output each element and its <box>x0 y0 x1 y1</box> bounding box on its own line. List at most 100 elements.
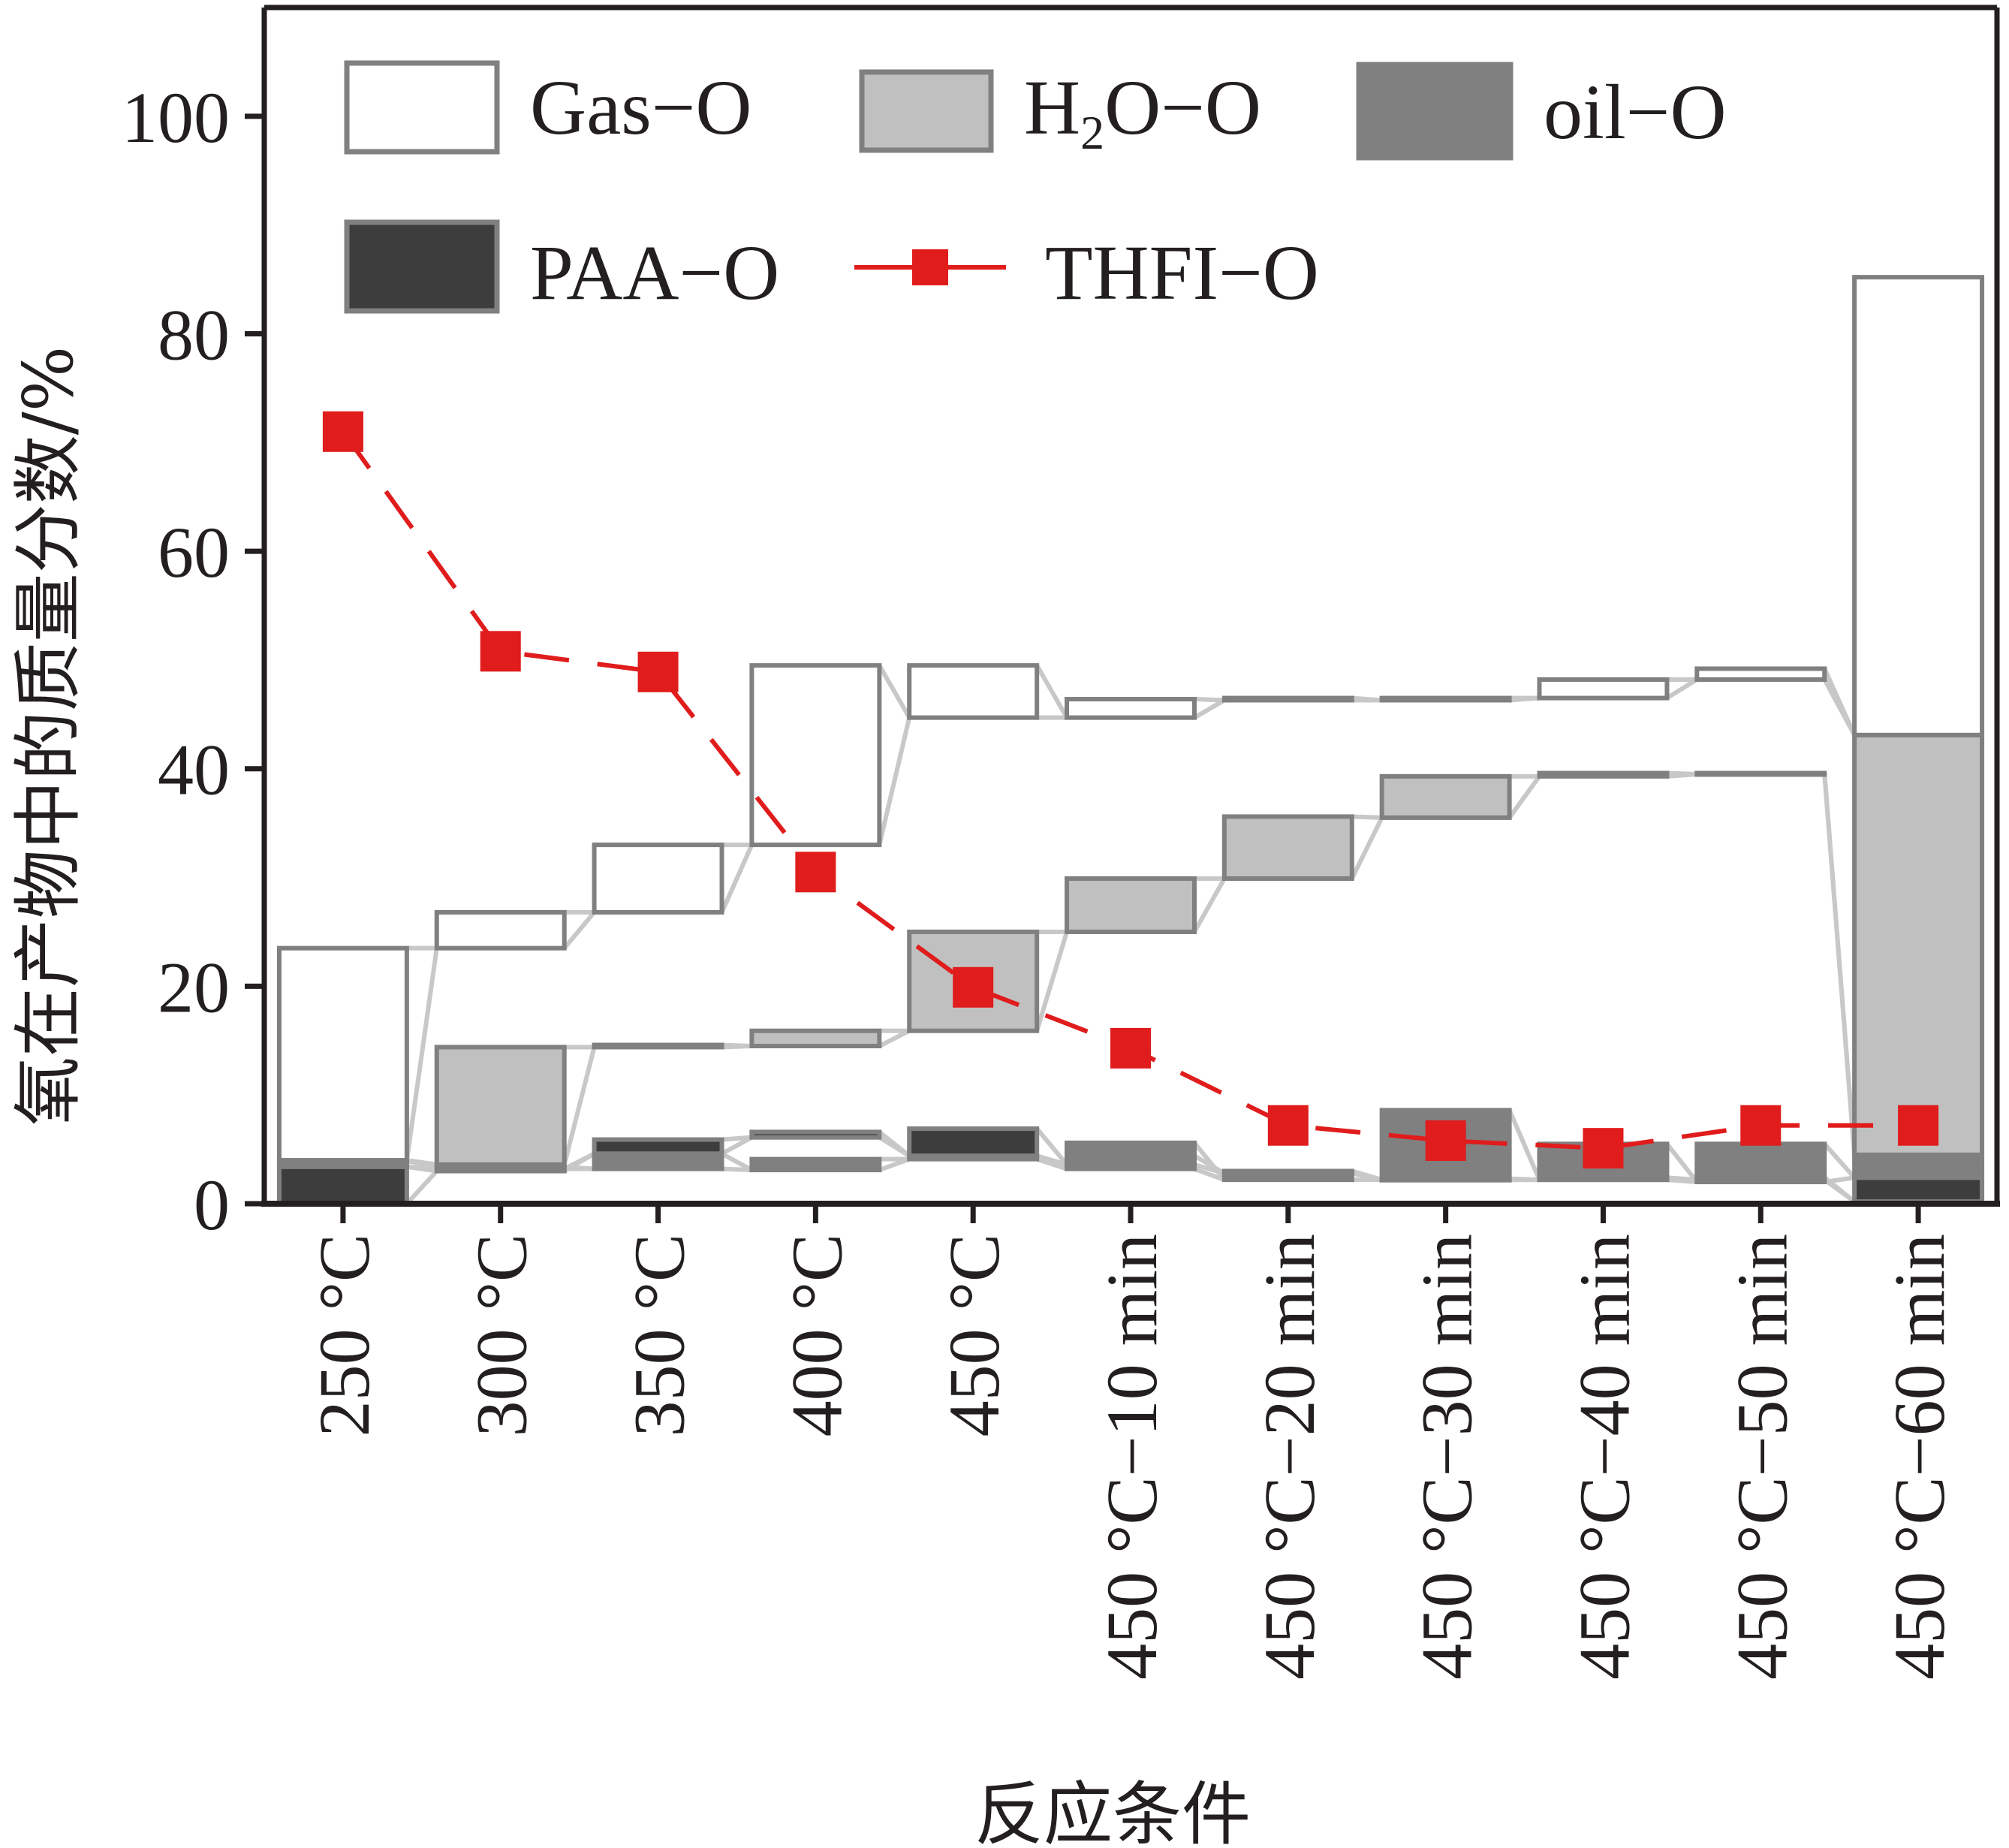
connector-base-h-o-o-9 <box>1822 773 1857 1156</box>
thfi-series <box>322 411 1939 1169</box>
bar-paa-o-3 <box>749 1129 882 1140</box>
legend-label-h2o-h: H <box>1024 65 1080 151</box>
bar-h-o-o-8 <box>1537 770 1670 779</box>
y-tick-label-80: 80 <box>158 294 230 375</box>
x-tick-label-9: 450 °C−50 min <box>1721 1234 1802 1680</box>
connector-base-paa-o-3 <box>878 1135 911 1158</box>
bar-oil-o-2 <box>592 1151 724 1171</box>
connector-base-oil-o-9 <box>1824 1175 1855 1185</box>
thfi-point-7 <box>1425 1120 1466 1162</box>
bar-gas-o-4 <box>907 663 1040 720</box>
x-tick-label-0: 250 °C <box>304 1234 384 1436</box>
bar-h-o-o-7 <box>1379 773 1512 820</box>
x-tick-label-2: 350 °C <box>619 1234 700 1436</box>
legend-swatch-h2o <box>859 69 994 153</box>
thfi-point-6 <box>1267 1105 1309 1146</box>
axes <box>245 5 2000 1223</box>
bar-gas-o-2 <box>592 843 724 915</box>
bar-oil-o-6 <box>1221 1168 1354 1183</box>
connector-base-gas-o-3 <box>877 716 912 846</box>
bar-oil-o-3 <box>749 1156 882 1173</box>
connector-oil-o-8 <box>1665 1142 1699 1183</box>
bar-oil-o-10 <box>1852 1152 1985 1180</box>
connector-base-oil-o-5 <box>1193 1166 1225 1182</box>
bar-gas-o-1 <box>434 909 567 951</box>
connector-h-o-o-6 <box>1351 814 1382 820</box>
bar-gas-o-5 <box>1065 697 1197 720</box>
bar-gas-o-9 <box>1694 666 1827 682</box>
connector-base-h-o-o-6 <box>1350 816 1384 880</box>
connector-lines <box>404 664 1857 1206</box>
legend-label-oil: oil−O <box>1544 69 1727 155</box>
bar-h-o-o-1 <box>434 1045 567 1167</box>
connector-base-h-o-o-8 <box>1667 771 1697 779</box>
connector-base-paa-o-2 <box>721 1135 753 1156</box>
thfi-point-10 <box>1898 1105 1939 1146</box>
x-tick-label-3: 400 °C <box>776 1234 857 1436</box>
bars <box>276 275 1985 1207</box>
connector-base-h-o-o-1 <box>562 1046 597 1165</box>
y-tick-label-0: 0 <box>194 1165 230 1245</box>
x-tick-label-7: 450 °C−30 min <box>1407 1234 1487 1680</box>
bar-h-o-o-10 <box>1852 732 1985 1157</box>
bar-h-o-o-6 <box>1221 814 1354 881</box>
x-tick-label-1: 300 °C <box>462 1234 542 1436</box>
x-axis-title: 反应条件 <box>974 1774 1251 1848</box>
connector-base-gas-o-9 <box>1822 678 1857 737</box>
bar-gas-o-7 <box>1379 695 1512 703</box>
x-tick-label-6: 450 °C−20 min <box>1249 1234 1330 1680</box>
connector-gas-o-5 <box>1194 697 1224 703</box>
bar-paa-o-4 <box>907 1126 1040 1159</box>
x-tick-label-8: 450 °C−40 min <box>1564 1234 1644 1680</box>
connector-base-gas-o-5 <box>1193 698 1226 720</box>
legend-label-thfi: THFI−O <box>1045 230 1319 316</box>
bar-gas-o-6 <box>1221 695 1354 703</box>
bar-h-o-o-9 <box>1694 770 1827 777</box>
x-tick-label-5: 450 °C−10 min <box>1092 1234 1172 1680</box>
bar-oil-o-4 <box>907 1153 1040 1162</box>
connector-base-h-o-o-4 <box>1035 931 1069 1032</box>
thfi-point-5 <box>1110 1027 1151 1069</box>
bar-h-o-o-4 <box>907 929 1040 1033</box>
bar-oil-o-5 <box>1065 1140 1197 1171</box>
legend-marker-thfi <box>912 249 948 285</box>
connector-oil-o-2 <box>721 1151 753 1172</box>
thfi-point-9 <box>1740 1105 1782 1146</box>
bar-gas-o-8 <box>1537 677 1670 701</box>
bar-oil-o-9 <box>1694 1141 1827 1185</box>
legend-swatch-paa <box>344 219 500 314</box>
connector-oil-o-5 <box>1192 1141 1227 1182</box>
legend-label-gas: Gas−O <box>530 65 752 151</box>
connector-oil-o-7 <box>1507 1109 1542 1181</box>
thfi-point-3 <box>795 852 836 893</box>
legend: Gas−O H2O−O oil−O PAA−O THFI−O <box>344 60 1727 316</box>
y-tick-label-40: 40 <box>158 730 230 810</box>
bar-oil-o-1 <box>434 1164 567 1171</box>
connector-base-paa-o-0 <box>405 1169 438 1206</box>
thfi-point-8 <box>1583 1128 1624 1169</box>
thfi-point-4 <box>953 966 994 1008</box>
bar-h-o-o-5 <box>1065 876 1197 934</box>
connector-paa-o-4 <box>1035 1127 1069 1166</box>
connector-base-oil-o-0 <box>406 1164 437 1171</box>
x-tick-label-10: 450 °C−60 min <box>1879 1234 1959 1680</box>
connector-base-h-o-o-7 <box>1508 775 1541 819</box>
legend-label-h2o: H2O−O <box>1024 65 1261 159</box>
y-tick-label-100: 100 <box>122 77 230 158</box>
thfi-point-1 <box>480 631 521 672</box>
bar-h-o-o-2 <box>592 1042 724 1050</box>
bar-gas-o-0 <box>276 945 409 1163</box>
legend-swatch-oil <box>1356 62 1514 161</box>
connector-base-gas-o-7 <box>1509 695 1540 703</box>
bar-paa-o-0 <box>276 1164 409 1207</box>
thfi-point-2 <box>637 651 679 692</box>
x-tick-label-4: 450 °C <box>934 1234 1014 1436</box>
connector-base-h-o-o-5 <box>1192 877 1227 933</box>
bar-paa-o-10 <box>1852 1175 1985 1204</box>
y-tick-label-20: 20 <box>158 947 230 1027</box>
connector-base-oil-o-3 <box>878 1156 911 1172</box>
connector-base-oil-o-2 <box>721 1166 752 1173</box>
connector-base-gas-o-8 <box>1665 677 1698 701</box>
connector-base-h-o-o-0 <box>406 1159 438 1167</box>
